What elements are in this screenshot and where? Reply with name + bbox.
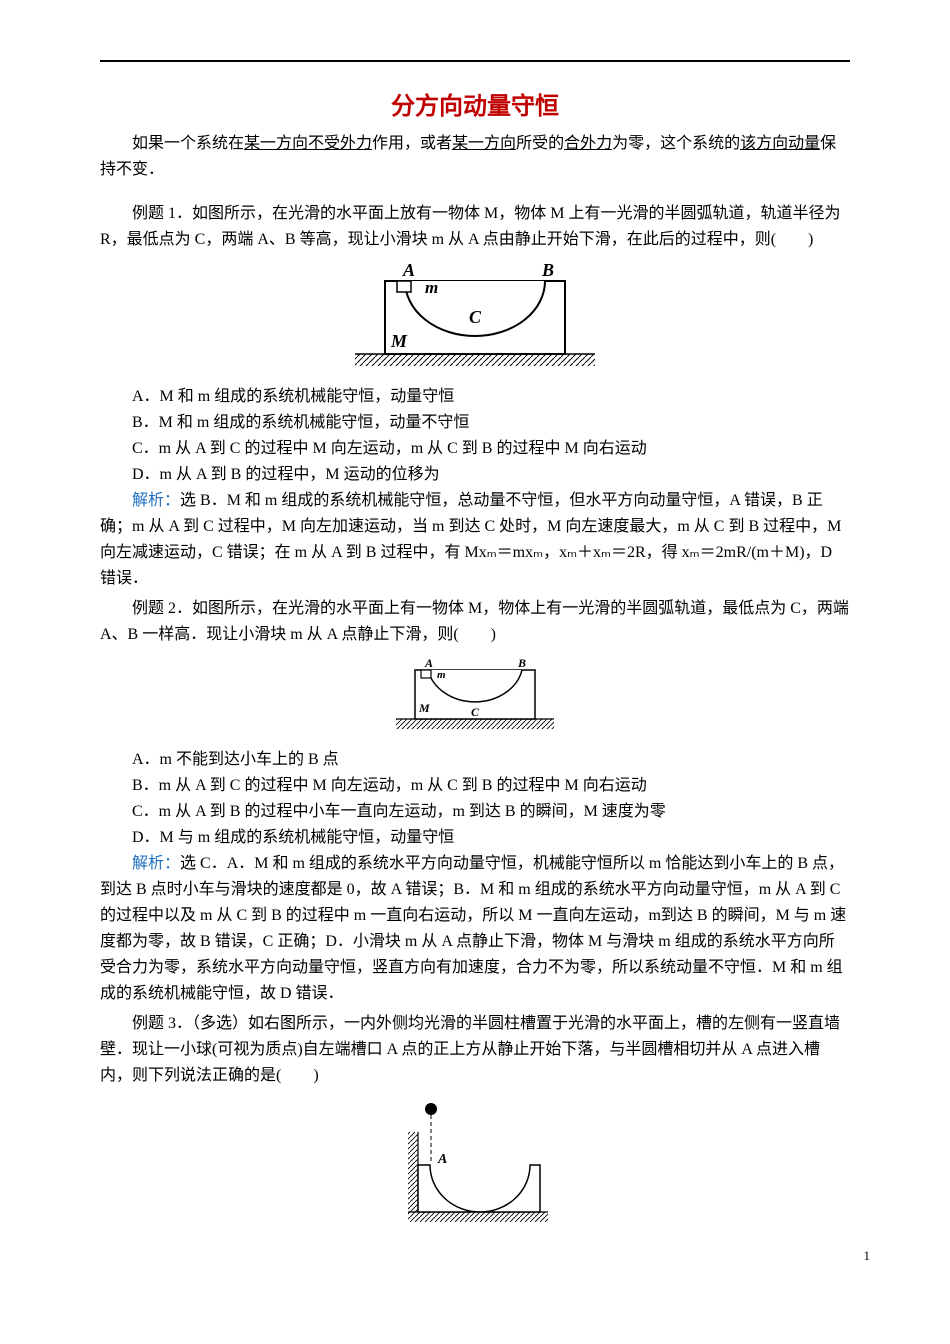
intro-text: 为零，这个系统的: [612, 135, 740, 152]
svg-text:A: A: [402, 261, 415, 280]
analysis-text: 选 B．M 和 m 组成的系统机械能守恒，总动量不守恒，但水平方向动量守恒，A …: [100, 492, 841, 587]
ex3-stem: 例题 3．（多选）如右图所示，一内外侧均光滑的半圆柱槽置于光滑的水平面上，槽的左…: [100, 1011, 850, 1089]
ex2-option-d: D．M 与 m 组成的系统机械能守恒，动量守恒: [100, 825, 850, 851]
page: 分方向动量守恒 如果一个系统在某一方向不受外力作用，或者某一方向所受的合外力为零…: [0, 0, 950, 1280]
intro-paragraph: 如果一个系统在某一方向不受外力作用，或者某一方向所受的合外力为零，这个系统的该方…: [100, 131, 850, 183]
svg-text:B: B: [517, 656, 526, 670]
intro-underline-4: 该方向动量: [740, 135, 820, 152]
ex2-figure: A B C m M: [100, 656, 850, 739]
intro-underline-1: 某一方向不受外力: [244, 135, 372, 152]
analysis-label: 解析：: [132, 492, 180, 509]
svg-text:m: m: [437, 669, 446, 681]
intro-text: 作用，或者: [372, 135, 452, 152]
analysis-text: 选 C．A．M 和 m 组成的系统水平方向动量守恒，机械能守恒所以 m 恰能达到…: [100, 855, 846, 1002]
ex1-option-d: D．m 从 A 到 B 的过程中，M 运动的位移为: [100, 462, 850, 488]
ex1-option-b: B．M 和 m 组成的系统机械能守恒，动量不守恒: [100, 410, 850, 436]
page-number: 1: [864, 1248, 871, 1264]
ex1-figure: A B C m M: [100, 261, 850, 376]
page-title: 分方向动量守恒: [100, 86, 850, 121]
svg-text:C: C: [471, 705, 480, 719]
ex3-figure: A: [100, 1097, 850, 1232]
ex2-stem: 例题 2．如图所示，在光滑的水平面上有一物体 M，物体上有一光滑的半圆弧轨道，最…: [100, 596, 850, 648]
intro-underline-2: 某一方向: [452, 135, 516, 152]
svg-text:M: M: [390, 331, 408, 351]
ex2-option-c: C．m 从 A 到 B 的过程中小车一直向左运动，m 到达 B 的瞬间，M 速度…: [100, 799, 850, 825]
svg-text:m: m: [425, 278, 438, 297]
svg-text:A: A: [437, 1152, 447, 1167]
ex1-stem: 例题 1．如图所示，在光滑的水平面上放有一物体 M，物体 M 上有一光滑的半圆弧…: [100, 201, 850, 253]
ex2-option-b: B．m 从 A 到 C 的过程中 M 向左运动，m 从 C 到 B 的过程中 M…: [100, 773, 850, 799]
ex1-option-c: C．m 从 A 到 C 的过程中 M 向左运动，m 从 C 到 B 的过程中 M…: [100, 436, 850, 462]
ex1-option-a: A．M 和 m 组成的系统机械能守恒，动量守恒: [100, 384, 850, 410]
intro-underline-3: 合外力: [564, 135, 612, 152]
svg-text:B: B: [541, 261, 554, 280]
analysis-label: 解析：: [132, 855, 180, 872]
ex2-option-a: A．m 不能到达小车上的 B 点: [100, 747, 850, 773]
svg-text:A: A: [424, 656, 433, 670]
ex1-analysis: 解析：选 B．M 和 m 组成的系统机械能守恒，总动量不守恒，但水平方向动量守恒…: [100, 488, 850, 592]
intro-text: 所受的: [516, 135, 564, 152]
svg-text:C: C: [469, 307, 482, 327]
intro-text: 如果一个系统在: [132, 135, 244, 152]
top-rule: [100, 60, 850, 62]
svg-text:M: M: [418, 701, 430, 715]
ex2-analysis: 解析：选 C．A．M 和 m 组成的系统水平方向动量守恒，机械能守恒所以 m 恰…: [100, 851, 850, 1007]
